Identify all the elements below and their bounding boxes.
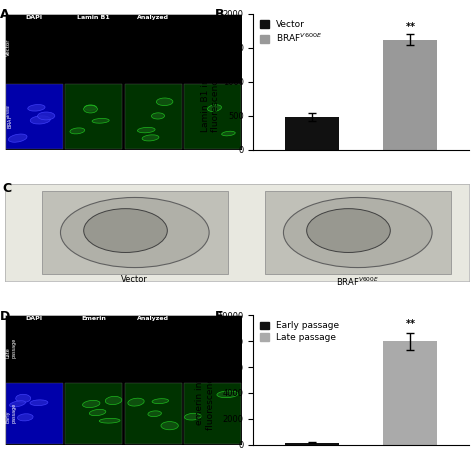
Bar <box>285 443 339 445</box>
Ellipse shape <box>85 202 101 211</box>
Ellipse shape <box>222 131 235 136</box>
Ellipse shape <box>184 413 201 420</box>
Legend: Vector, BRAF$^{V600E}$: Vector, BRAF$^{V600E}$ <box>258 18 324 46</box>
Ellipse shape <box>92 203 106 209</box>
Ellipse shape <box>27 104 45 111</box>
Text: BRAF$^{V600E}$: BRAF$^{V600E}$ <box>336 275 379 288</box>
Text: BRAF$^{V600E}$: BRAF$^{V600E}$ <box>6 103 15 129</box>
FancyBboxPatch shape <box>184 153 241 217</box>
Ellipse shape <box>152 399 169 404</box>
Y-axis label: emerin intranuclear
fluorescence intensity: emerin intranuclear fluorescence intensi… <box>195 330 215 430</box>
Text: DAPI: DAPI <box>26 15 43 20</box>
Bar <box>383 39 438 150</box>
Text: E: E <box>215 310 223 323</box>
Text: Analyzed: Analyzed <box>137 15 169 20</box>
Text: C: C <box>2 182 11 195</box>
FancyBboxPatch shape <box>125 383 182 444</box>
FancyBboxPatch shape <box>6 84 63 148</box>
Ellipse shape <box>36 202 54 210</box>
Ellipse shape <box>18 414 33 421</box>
FancyBboxPatch shape <box>184 448 241 454</box>
FancyBboxPatch shape <box>125 448 182 454</box>
Ellipse shape <box>70 128 85 134</box>
Ellipse shape <box>161 422 178 430</box>
Ellipse shape <box>214 192 233 201</box>
Ellipse shape <box>30 116 50 124</box>
Ellipse shape <box>128 398 144 406</box>
Ellipse shape <box>82 400 100 408</box>
Ellipse shape <box>73 203 89 210</box>
Ellipse shape <box>148 411 162 417</box>
Ellipse shape <box>32 172 46 180</box>
Ellipse shape <box>142 135 159 141</box>
Ellipse shape <box>36 163 48 169</box>
Ellipse shape <box>37 112 55 120</box>
FancyBboxPatch shape <box>65 84 122 148</box>
Bar <box>383 341 438 445</box>
Y-axis label: Lamin B1 intranuclear
fluorescence intensity: Lamin B1 intranuclear fluorescence inten… <box>201 31 220 132</box>
Ellipse shape <box>164 164 176 172</box>
Ellipse shape <box>105 396 122 405</box>
Ellipse shape <box>30 400 48 405</box>
FancyBboxPatch shape <box>184 84 241 148</box>
Text: **: ** <box>405 320 415 330</box>
FancyBboxPatch shape <box>265 191 451 274</box>
Ellipse shape <box>89 410 106 416</box>
Ellipse shape <box>92 118 109 123</box>
FancyBboxPatch shape <box>125 84 182 148</box>
Ellipse shape <box>137 128 155 133</box>
Text: A: A <box>0 8 9 21</box>
Text: Late
passage: Late passage <box>6 337 17 358</box>
Text: Vector: Vector <box>121 275 148 284</box>
Legend: Early passage, Late passage: Early passage, Late passage <box>258 320 341 344</box>
FancyBboxPatch shape <box>65 153 122 217</box>
Ellipse shape <box>83 105 97 113</box>
Ellipse shape <box>84 105 96 110</box>
Ellipse shape <box>14 196 33 201</box>
FancyBboxPatch shape <box>42 191 228 274</box>
Text: Early
passage: Early passage <box>6 402 17 423</box>
FancyBboxPatch shape <box>6 448 63 454</box>
Ellipse shape <box>217 391 238 398</box>
Ellipse shape <box>9 401 26 407</box>
Ellipse shape <box>132 172 146 178</box>
FancyBboxPatch shape <box>6 153 63 217</box>
Ellipse shape <box>61 197 209 267</box>
Ellipse shape <box>16 395 31 402</box>
Ellipse shape <box>156 98 173 105</box>
Ellipse shape <box>93 198 113 206</box>
Ellipse shape <box>134 177 155 184</box>
Ellipse shape <box>283 197 432 267</box>
Text: D: D <box>0 310 10 323</box>
FancyBboxPatch shape <box>65 448 122 454</box>
FancyBboxPatch shape <box>6 383 63 444</box>
FancyBboxPatch shape <box>184 383 241 444</box>
Text: Emerin: Emerin <box>82 316 106 321</box>
Ellipse shape <box>84 209 167 252</box>
FancyBboxPatch shape <box>125 153 182 217</box>
Text: Vector: Vector <box>6 39 11 56</box>
Ellipse shape <box>208 105 221 112</box>
Ellipse shape <box>99 419 120 423</box>
Ellipse shape <box>201 177 220 184</box>
Text: DAPI: DAPI <box>26 316 43 321</box>
Text: **: ** <box>405 22 415 32</box>
Ellipse shape <box>307 209 390 252</box>
Bar <box>285 117 339 150</box>
Text: Analyzed: Analyzed <box>137 316 169 321</box>
Text: Lamin B1: Lamin B1 <box>77 15 110 20</box>
Text: B: B <box>215 8 224 21</box>
Ellipse shape <box>151 113 164 119</box>
Ellipse shape <box>9 134 27 142</box>
FancyBboxPatch shape <box>65 383 122 444</box>
Ellipse shape <box>146 179 162 187</box>
